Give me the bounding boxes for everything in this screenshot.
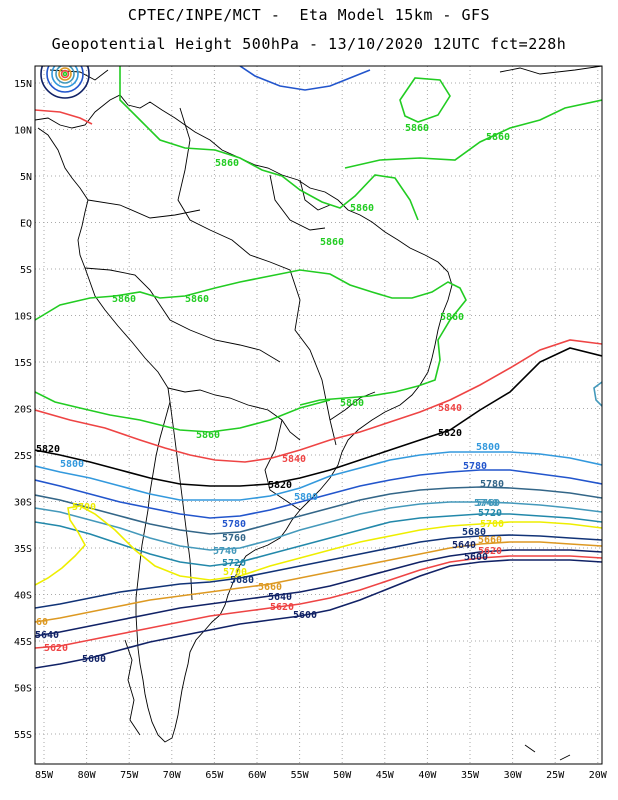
lat-tick-label: 5N [20,172,32,183]
map-title: CPTEC/INPE/MCT - Eta Model 15km - GFS [127,6,491,24]
label-5600: 5600 [464,552,488,563]
label-5700: 5700 [223,567,247,578]
label-5660: 5660 [258,582,282,593]
grid-lines [35,66,602,764]
label-5700: 5700 [480,519,504,530]
label-5640: 5640 [35,630,59,641]
lat-tick-label: 5S [20,265,32,276]
label-5740: 5740 [474,498,498,509]
label-5620: 5620 [270,602,294,613]
lon-tick-label: 70W [163,770,182,781]
label-5780: 5780 [222,519,246,530]
lat-tick-label: 45S [14,637,32,648]
label-5820: 5820 [438,428,462,439]
lon-tick-label: 55W [291,770,310,781]
lat-tick-label: 20S [14,405,32,416]
label-5740: 5740 [213,546,237,557]
lat-tick-label: 55S [14,730,32,741]
label-5860: 5860 [486,132,510,143]
label-5660: 5660 [478,535,502,546]
contour-labels: 5860 5860 5860 5860 5860 5860 5860 5860 … [35,123,510,665]
label-5840: 5840 [438,403,462,414]
label-5640: 5640 [452,540,476,551]
label-5860: 5860 [440,312,464,323]
lat-tick-label: 25S [14,451,32,462]
latitude-labels: 15N 10N 5N EQ 5S 10S 15S 20S 25S 30S 35S 40S 45S 50S 5… [14,79,32,741]
map-frame [34,65,603,765]
label-5640: 5640 [268,592,292,603]
map-subtitle: Geopotential Height 500hPa - 13/10/2020 … [51,35,567,53]
label-5860: 5860 [185,294,209,305]
label-5780: 5780 [480,479,504,490]
label-5700: 5700 [72,502,96,513]
label-5860: 5860 [215,158,239,169]
lat-tick-label: 35S [14,544,32,555]
lat-tick-label: 15S [14,358,32,369]
label-5760: 5760 [222,533,246,544]
lat-tick-label: 10N [14,126,32,137]
label-5600: 5600 [293,610,317,621]
label-60: 60 [36,617,48,628]
lat-tick-label: 10S [14,312,32,323]
lon-tick-label: 75W [120,770,139,781]
label-5680: 5680 [462,527,486,538]
label-5860: 5860 [112,294,136,305]
label-5860: 5860 [405,123,429,134]
label-5780: 5780 [463,461,487,472]
lon-tick-label: 35W [461,770,480,781]
label-5860: 5860 [340,398,364,409]
lat-tick-label: 50S [14,684,32,695]
label-5860: 5860 [320,237,344,248]
label-5860: 5860 [196,430,220,441]
label-5840: 5840 [282,454,306,465]
lon-tick-label: 30W [504,770,523,781]
label-5820: 5820 [268,480,292,491]
lon-tick-label: 40W [418,770,437,781]
label-5800: 5800 [60,459,84,470]
lon-tick-label: 50W [333,770,352,781]
lat-tick-label: EQ [20,219,32,230]
label-5600: 5600 [82,654,106,665]
label-5760: 5760 [476,498,500,509]
lon-tick-label: 20W [589,770,608,781]
label-5720: 5720 [478,508,502,519]
cyclone-rings [40,66,90,99]
lat-tick-label: 30S [14,498,32,509]
contour-lines [35,66,602,669]
coastlines [35,66,602,761]
label-5860: 5860 [350,203,374,214]
lat-tick-label: 40S [14,591,32,602]
label-5800: 5800 [294,492,318,503]
label-5820: 5820 [36,444,60,455]
lat-tick-label: 15N [14,79,32,90]
lon-tick-label: 45W [376,770,395,781]
label-5620: 5620 [478,546,502,557]
lon-tick-label: 25W [546,770,565,781]
label-5720: 5720 [222,558,246,569]
lon-tick-label: 85W [35,770,54,781]
longitude-labels: 85W 80W 75W 70W 65W 60W 55W 50W 45W 40W 35W 30W 25W 2… [35,770,608,781]
lon-tick-label: 80W [78,770,97,781]
lon-tick-label: 60W [248,770,267,781]
label-5800: 5800 [476,442,500,453]
label-5620: 5620 [44,643,68,654]
lon-tick-label: 65W [205,770,224,781]
label-5680: 5680 [230,575,254,586]
